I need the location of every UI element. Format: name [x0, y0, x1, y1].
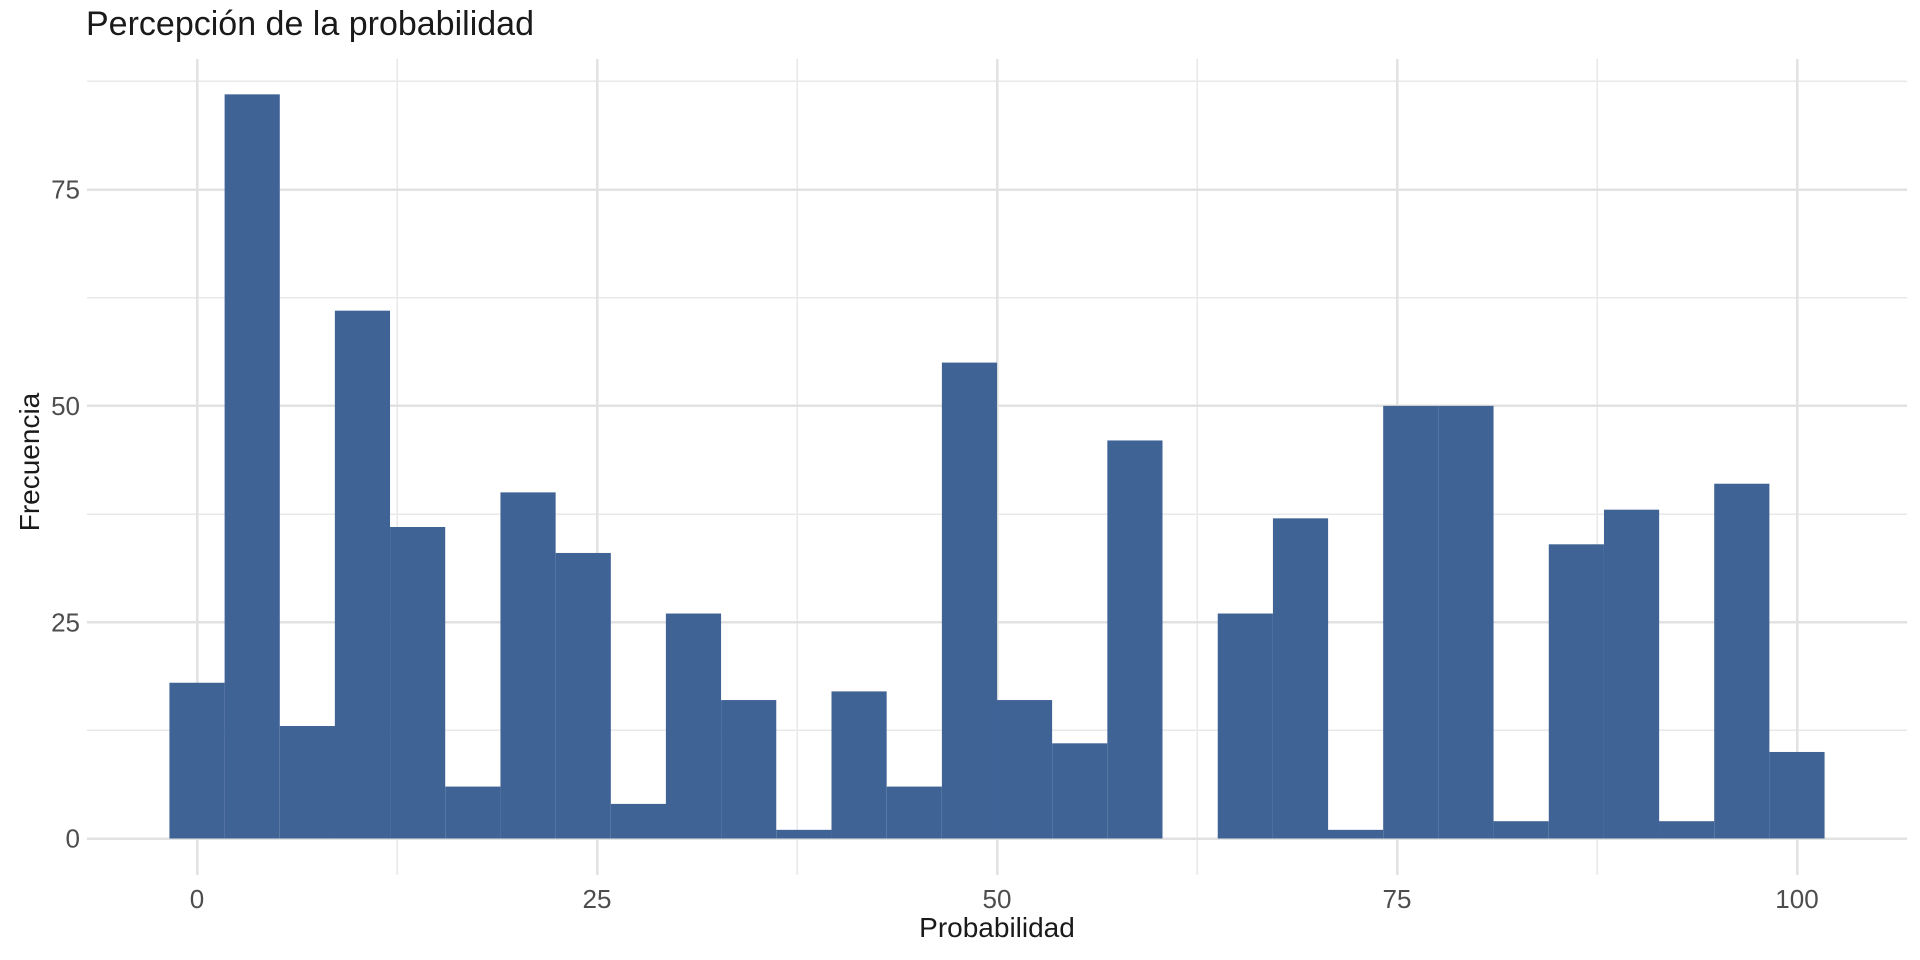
y-tick-label: 25: [51, 607, 80, 637]
histogram-bar: [665, 613, 722, 839]
histogram-bar: [1548, 544, 1604, 839]
y-tick-label: 0: [66, 824, 80, 854]
histogram-bar: [1493, 821, 1549, 839]
histogram-bar: [1052, 743, 1108, 839]
y-tick-label: 50: [51, 391, 80, 421]
histogram-bar: [831, 691, 887, 839]
y-tick-label: 75: [51, 175, 80, 205]
histogram-bar: [390, 526, 446, 839]
histogram-bar: [1327, 829, 1384, 839]
histogram-bar: [1107, 440, 1163, 839]
histogram-bar: [555, 552, 611, 839]
histogram-bar: [776, 829, 832, 839]
histogram-bar: [169, 682, 225, 839]
histogram-bar: [445, 786, 501, 839]
histogram-bar: [224, 94, 280, 839]
histogram-bar: [610, 803, 667, 839]
x-tick-label: 75: [1383, 884, 1412, 914]
histogram-bar: [1272, 518, 1329, 839]
histogram-bar: [941, 362, 998, 839]
x-tick-label: 50: [983, 884, 1012, 914]
x-tick-label: 25: [583, 884, 612, 914]
histogram-bar: [1769, 751, 1825, 839]
x-axis-title: Probabilidad: [919, 912, 1075, 943]
histogram-bar: [1659, 821, 1715, 839]
histogram-bar: [1217, 613, 1273, 839]
histogram-bar: [334, 310, 391, 839]
histogram-bar: [886, 786, 942, 839]
chart-title: Percepción de la probabilidad: [86, 5, 534, 43]
histogram-bar: [1714, 483, 1770, 839]
x-tick-label: 100: [1775, 884, 1818, 914]
histogram-bar: [721, 700, 777, 839]
y-axis-title: Frecuencia: [14, 392, 45, 532]
histogram-bar: [500, 492, 556, 839]
histogram-bar: [1603, 509, 1660, 839]
histogram-bar: [1438, 405, 1494, 839]
x-tick-label: 0: [190, 884, 204, 914]
histogram-bar: [279, 726, 335, 839]
histogram-bar: [996, 700, 1053, 839]
histogram-bar: [1383, 405, 1439, 839]
